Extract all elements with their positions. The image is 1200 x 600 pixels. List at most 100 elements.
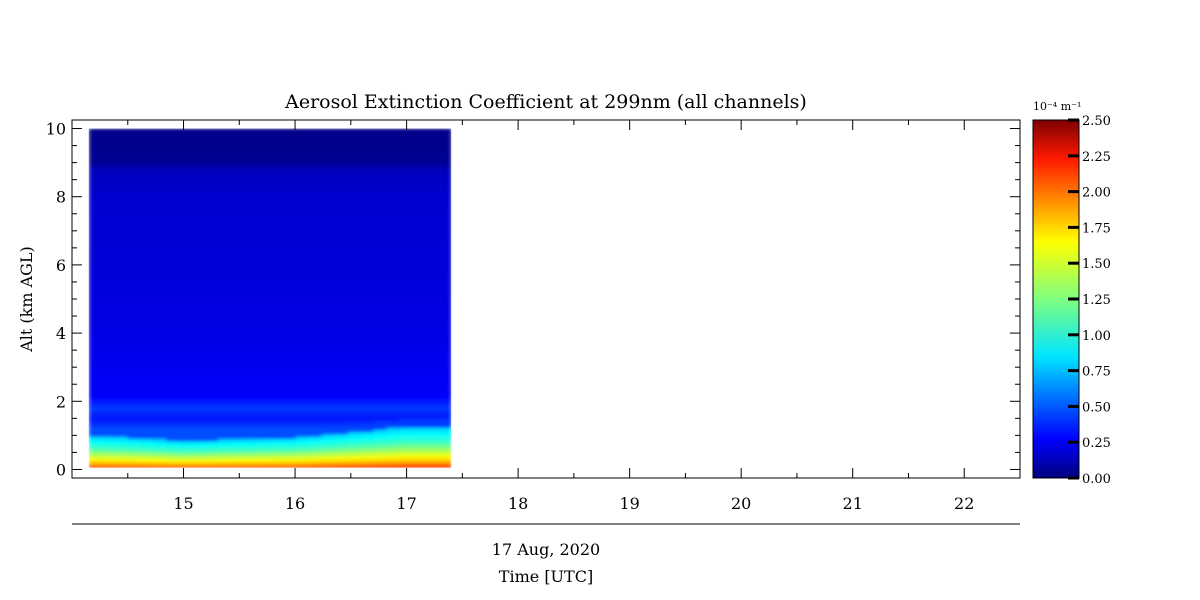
heatmap-cell [295, 334, 310, 338]
heatmap-cell [399, 207, 413, 211]
heatmap-cell [425, 356, 439, 360]
heatmap-cell [347, 275, 362, 279]
heatmap-cell [386, 463, 401, 467]
heatmap-cell [88, 282, 103, 286]
heatmap-cell [257, 404, 271, 408]
heatmap-cell [244, 146, 258, 150]
heatmap-cell [218, 214, 232, 218]
heatmap-cell [269, 198, 284, 202]
heatmap-cell [257, 447, 271, 451]
heatmap-cell [308, 237, 323, 240]
heatmap-cell [166, 329, 180, 333]
heatmap-cell [244, 320, 258, 324]
heatmap-cell [321, 404, 336, 408]
heatmap-cell [127, 458, 142, 462]
heatmap-cell [412, 420, 426, 424]
heatmap-cell [321, 325, 336, 329]
heatmap-cell [257, 151, 271, 154]
heatmap-cell [192, 433, 206, 437]
heatmap-cell [244, 332, 258, 335]
heatmap-cell [425, 146, 439, 150]
heatmap-cell [386, 293, 401, 297]
heatmap-cell [244, 130, 258, 134]
heatmap-cell [321, 266, 336, 270]
heatmap-cell [412, 282, 426, 286]
heatmap-cell [101, 169, 116, 173]
heatmap-cell [166, 257, 180, 261]
heatmap-cell [321, 327, 336, 331]
heatmap-cell [373, 422, 388, 426]
heatmap-cell [101, 128, 116, 132]
heatmap-cell [257, 343, 271, 347]
heatmap-cell [438, 187, 452, 191]
heatmap-cell [412, 465, 426, 468]
heatmap-cell [321, 166, 336, 170]
heatmap-cell [269, 252, 284, 256]
heatmap-cell [399, 316, 413, 320]
heatmap-cell [269, 375, 284, 378]
heatmap-cell [360, 228, 375, 231]
heatmap-cell [218, 205, 232, 209]
heatmap-cell [88, 445, 103, 449]
heatmap-cell [347, 171, 362, 175]
heatmap-cell [399, 286, 413, 290]
heatmap-cell [282, 178, 297, 182]
heatmap-cell [399, 246, 413, 249]
heatmap-cell [425, 239, 439, 243]
heatmap-cell [140, 264, 155, 268]
heatmap-cell [347, 384, 362, 387]
heatmap-cell [373, 440, 388, 444]
heatmap-cell [153, 216, 168, 220]
heatmap-cell [425, 334, 439, 338]
heatmap-cell [386, 298, 401, 302]
heatmap-cell [218, 397, 232, 401]
heatmap-cell [308, 316, 323, 320]
heatmap-cell [153, 311, 168, 315]
heatmap-cell [179, 427, 193, 430]
heatmap-cell [360, 420, 375, 424]
heatmap-cell [321, 135, 336, 139]
heatmap-cell [218, 408, 232, 412]
heatmap-cell [373, 243, 388, 247]
heatmap-cell [295, 454, 310, 458]
heatmap-cell [438, 228, 452, 231]
heatmap-cell [399, 289, 413, 292]
heatmap-cell [308, 223, 323, 227]
heatmap-cell [153, 157, 168, 161]
heatmap-cell [179, 176, 193, 179]
heatmap-cell [334, 361, 349, 365]
heatmap-cell [179, 155, 193, 159]
heatmap-cell [347, 352, 362, 356]
heatmap-cell [308, 390, 323, 394]
heatmap-cell [321, 241, 336, 245]
heatmap-cell [257, 397, 271, 401]
heatmap-cell [360, 370, 375, 374]
heatmap-cell [192, 397, 206, 401]
heatmap-cell [321, 148, 336, 152]
heatmap-cell [295, 347, 310, 351]
heatmap-cell [425, 248, 439, 252]
heatmap-cell [192, 271, 206, 274]
heatmap-cell [140, 293, 155, 297]
heatmap-cell [153, 313, 168, 317]
colorbar-tick-label: 1.50 [1082, 257, 1111, 272]
heatmap-cell [231, 363, 245, 367]
heatmap-cell [231, 160, 245, 164]
heatmap-cell [153, 166, 168, 170]
heatmap-cell [179, 375, 193, 378]
heatmap-cell [308, 438, 323, 442]
heatmap-cell [257, 406, 271, 410]
x-tick-label: 22 [954, 494, 974, 513]
heatmap-cell [218, 266, 232, 270]
heatmap-cell [192, 304, 206, 308]
heatmap-cell [412, 241, 426, 245]
heatmap-cell [140, 329, 155, 333]
heatmap-cell [360, 259, 375, 263]
heatmap-cell [88, 137, 103, 141]
heatmap-cell [140, 286, 155, 290]
heatmap-cell [399, 384, 413, 387]
heatmap-cell [205, 381, 219, 385]
heatmap-cell [269, 277, 284, 281]
heatmap-cell [321, 207, 336, 211]
heatmap-cell [88, 313, 103, 317]
